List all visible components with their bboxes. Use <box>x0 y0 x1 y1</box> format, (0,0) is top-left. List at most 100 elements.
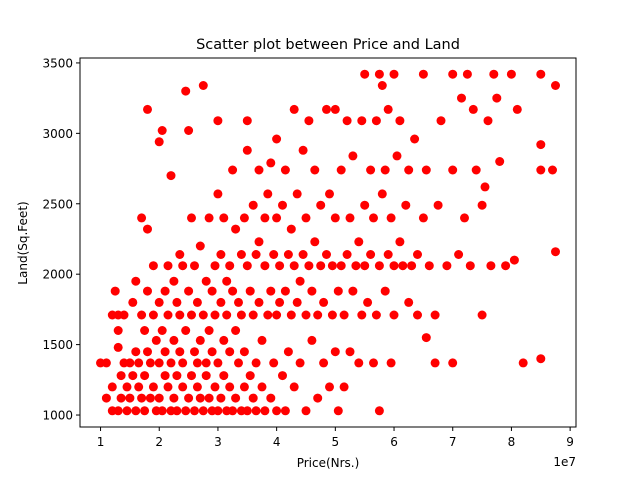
scatter-point <box>389 261 399 271</box>
scatter-point <box>369 358 378 368</box>
scatter-point <box>357 310 367 320</box>
scatter-point <box>548 165 557 175</box>
points-layer <box>96 69 560 416</box>
scatter-point <box>154 393 164 403</box>
scatter-point <box>395 116 405 126</box>
scatter-point <box>143 104 152 114</box>
scatter-point <box>195 241 205 251</box>
scatter-point <box>551 247 560 257</box>
scatter-point <box>386 358 396 368</box>
scatter-point <box>131 406 141 416</box>
scatter-point <box>301 213 311 223</box>
scatter-point <box>134 358 144 368</box>
scatter-point <box>219 213 229 223</box>
scatter-point <box>468 104 478 114</box>
scatter-point <box>184 393 194 403</box>
scatter-point <box>122 382 132 392</box>
scatter-point <box>157 126 167 135</box>
scatter-point <box>319 297 329 307</box>
scatter-point <box>551 81 560 90</box>
scatter-point <box>204 326 214 335</box>
scatter-point <box>421 333 431 343</box>
scatter-point <box>418 213 428 223</box>
scatter-point <box>310 237 320 247</box>
scatter-point <box>272 310 282 320</box>
scatter-point <box>172 406 182 416</box>
scatter-point <box>216 393 226 403</box>
scatter-point <box>413 310 422 320</box>
scatter-point <box>163 310 173 320</box>
scatter-point <box>374 69 384 79</box>
scatter-point <box>192 297 202 307</box>
scatter-point <box>251 250 261 259</box>
y-tick-label: 3500 <box>42 56 73 70</box>
scatter-point <box>336 261 346 271</box>
scatter-point <box>248 200 258 210</box>
scatter-point <box>192 358 202 368</box>
scatter-point <box>143 224 152 234</box>
scatter-point <box>495 157 505 166</box>
scatter-point <box>298 145 308 155</box>
scatter-point <box>301 310 311 320</box>
x-tick-label: 4 <box>273 435 281 449</box>
scatter-point <box>316 200 326 210</box>
scatter-point <box>477 200 487 210</box>
scatter-point <box>195 335 205 345</box>
scatter-point <box>283 347 293 357</box>
scatter-point <box>366 165 376 175</box>
scatter-point <box>389 310 399 320</box>
scatter-point <box>213 189 223 199</box>
scatter-point <box>101 358 111 368</box>
scatter-point <box>172 371 182 381</box>
scatter-point <box>175 347 185 357</box>
scatter-point <box>322 104 331 114</box>
scatter-point <box>448 358 458 368</box>
scatter-point <box>383 250 393 259</box>
scatter-point <box>242 145 252 155</box>
scatter-point <box>327 310 337 320</box>
scatter-point <box>298 250 308 259</box>
scatter-point <box>348 286 358 296</box>
scatter-point <box>198 406 208 416</box>
scatter-point <box>251 406 261 416</box>
scatter-point <box>389 69 399 79</box>
scatter-point <box>140 326 150 335</box>
scatter-point <box>377 81 387 90</box>
scatter-point <box>201 371 211 381</box>
scatter-point <box>369 213 378 223</box>
scatter-point <box>386 213 396 223</box>
scatter-point <box>181 406 191 416</box>
scatter-point <box>143 347 152 357</box>
scatter-point <box>257 382 267 392</box>
scatter-point <box>269 358 279 368</box>
scatter-point <box>242 406 252 416</box>
scatter-point <box>110 286 120 296</box>
scatter-point <box>377 189 387 199</box>
scatter-point <box>348 151 358 161</box>
scatter-point <box>175 310 185 320</box>
scatter-point <box>201 358 211 368</box>
scatter-point <box>239 382 249 392</box>
scatter-point <box>245 371 255 381</box>
scatter-point <box>289 104 299 114</box>
y-axis-label: Land(Sq.Feet) <box>16 201 30 284</box>
plot-frame <box>79 57 577 428</box>
scatter-point <box>145 393 155 403</box>
scatter-point <box>140 406 150 416</box>
scatter-point <box>272 406 282 416</box>
scatter-point <box>145 358 155 368</box>
scatter-point <box>454 250 464 259</box>
scatter-point <box>125 358 135 368</box>
scatter-point <box>325 189 334 199</box>
scatter-point <box>231 224 241 234</box>
scatter-point <box>128 371 138 381</box>
scatter-point <box>448 69 458 79</box>
scatter-point <box>430 310 440 320</box>
scatter-point <box>286 224 296 234</box>
scatter-point <box>421 165 431 175</box>
scatter-point <box>404 165 414 175</box>
scatter-point <box>325 382 334 392</box>
scatter-point <box>131 276 141 286</box>
scatter-point <box>280 406 290 416</box>
scatter-point <box>292 297 302 307</box>
